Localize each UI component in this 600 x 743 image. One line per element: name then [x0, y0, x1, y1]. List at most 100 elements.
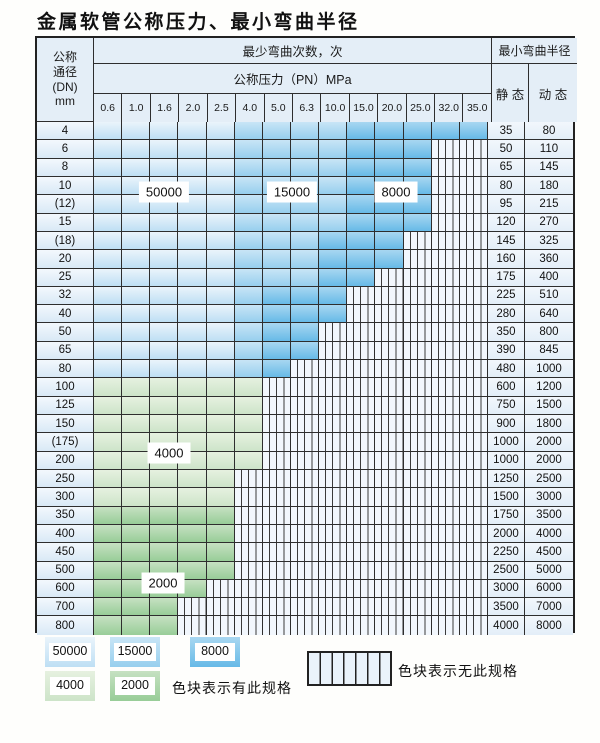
no-spec-cell — [319, 524, 348, 544]
cycle-zone-cell — [206, 176, 235, 196]
cycle-zone-cell — [94, 579, 123, 599]
cycle-zone-cell — [206, 158, 235, 177]
static-radius-cell: 225 — [487, 286, 525, 306]
no-spec-cell — [375, 561, 404, 580]
cycle-zone-cell — [178, 250, 207, 269]
cycle-zone-cell — [234, 158, 263, 177]
dn-cell: 80 — [37, 360, 94, 379]
cycle-zone-cell — [122, 305, 151, 324]
no-spec-cell — [431, 250, 460, 269]
no-spec-cell — [319, 579, 348, 599]
table-row: 80 480 1000 — [37, 360, 573, 379]
legend-swatch-label: 15000 — [113, 643, 157, 661]
no-spec-cell — [319, 378, 348, 397]
no-spec-cell — [375, 415, 404, 434]
pressure-value-header: 4.0 — [236, 94, 265, 122]
no-spec-cell — [459, 616, 488, 635]
no-spec-cell — [319, 323, 348, 342]
no-spec-cell — [262, 524, 291, 544]
static-radius-cell: 2250 — [487, 543, 525, 562]
cycle-zone-cell — [150, 323, 179, 342]
no-spec-cell — [347, 415, 376, 434]
cycle-zone-cell — [94, 213, 123, 232]
dn-cell: 15 — [37, 213, 94, 232]
pressure-value-header: 5.0 — [264, 94, 293, 122]
cycle-zone-cell — [122, 598, 151, 617]
cycle-zone-cell — [347, 231, 376, 251]
cycle-zone-cell — [206, 488, 235, 507]
no-spec-cell — [375, 378, 404, 397]
no-spec-cell — [403, 378, 432, 397]
no-spec-cell — [290, 543, 320, 562]
min-bend-radius-header: 最小弯曲半径 — [492, 38, 577, 64]
zone-label-2000: 2000 — [141, 572, 185, 594]
table-row: 40 280 640 — [37, 305, 573, 324]
cycle-zone-cell — [94, 598, 123, 617]
cycle-zone-cell — [94, 561, 123, 580]
no-spec-cell — [262, 616, 291, 635]
no-spec-cell — [347, 524, 376, 544]
static-radius-cell: 1750 — [487, 506, 525, 525]
static-radius-cell: 1250 — [487, 469, 525, 489]
no-spec-cell — [403, 305, 432, 324]
cycle-zone-cell — [122, 122, 151, 141]
legend-swatch-8000: 8000 — [190, 637, 240, 667]
cycle-zone-cell — [262, 268, 291, 287]
no-spec-cell — [431, 323, 460, 342]
cycle-zone-cell — [319, 305, 348, 324]
cycle-zone-cell — [234, 268, 263, 287]
cycle-zone-cell — [94, 524, 123, 544]
cycle-zone-cell — [122, 140, 151, 159]
cycle-zone-cell — [347, 176, 376, 196]
no-spec-cell — [375, 616, 404, 635]
dn-cell: 150 — [37, 415, 94, 434]
static-radius-cell: 600 — [487, 378, 525, 397]
dn-cell: 4 — [37, 122, 94, 141]
cycle-zone-cell — [150, 524, 179, 544]
cycle-zone-cell — [290, 305, 320, 324]
table-row: 25 175 400 — [37, 268, 573, 287]
dn-cell: 32 — [37, 286, 94, 306]
legend-swatch-15000: 15000 — [110, 637, 160, 667]
cycle-zone-cell — [234, 195, 263, 214]
cycle-zone-cell — [94, 140, 123, 159]
cycle-zone-cell — [206, 415, 235, 434]
dynamic-radius-cell: 7000 — [524, 598, 573, 617]
cycle-zone-cell — [290, 213, 320, 232]
pressure-value-header: 6.3 — [292, 94, 322, 122]
legend-swatch-4000: 4000 — [45, 671, 95, 701]
static-dynamic-header-group: 静 态 动 态 — [492, 64, 577, 122]
cycle-zone-cell — [290, 250, 320, 269]
no-spec-cell — [459, 598, 488, 617]
no-spec-cell — [319, 469, 348, 489]
cycle-zone-cell — [122, 415, 151, 434]
no-spec-cell — [375, 451, 404, 470]
cycle-zone-cell — [262, 305, 291, 324]
cycle-zone-cell — [178, 579, 207, 599]
dn-cell: 500 — [37, 561, 94, 580]
cycle-zone-cell — [206, 378, 235, 397]
cycle-zone-cell — [94, 488, 123, 507]
no-spec-cell — [234, 616, 263, 635]
static-radius-cell: 1000 — [487, 451, 525, 470]
no-spec-cell — [431, 451, 460, 470]
cycle-zone-cell — [178, 341, 207, 361]
cycle-zone-cell — [94, 451, 123, 470]
no-spec-cell — [375, 543, 404, 562]
no-spec-cell — [290, 524, 320, 544]
static-radius-cell: 2500 — [487, 561, 525, 580]
cycle-zone-cell — [150, 506, 179, 525]
dn-cell: 40 — [37, 305, 94, 324]
no-spec-cell — [290, 396, 320, 415]
no-spec-cell — [431, 286, 460, 306]
dn-cell: 700 — [37, 598, 94, 617]
no-spec-cell — [431, 488, 460, 507]
no-spec-cell — [431, 176, 460, 196]
cycle-zone-cell — [206, 250, 235, 269]
cycle-zone-cell — [206, 323, 235, 342]
cycle-zone-cell — [262, 250, 291, 269]
cycle-zone-cell — [206, 360, 235, 379]
cycle-zone-cell — [347, 250, 376, 269]
cycle-zone-cell — [290, 268, 320, 287]
cycle-zone-cell — [234, 433, 263, 452]
